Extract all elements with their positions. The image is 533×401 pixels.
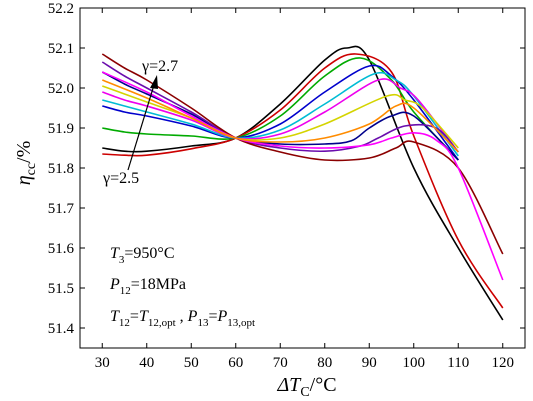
condition-value: , [176, 308, 188, 325]
series-line-6 [102, 78, 459, 153]
y-tick-label: 51.7 [48, 201, 75, 217]
series-line-7 [102, 85, 459, 149]
condition-subscript: 12 [119, 317, 130, 329]
annotation-gamma-high: γ=2.7 [141, 58, 178, 75]
x-tick-label: 60 [228, 355, 243, 371]
annotation-gamma-low: γ=2.5 [102, 170, 139, 187]
series-line-10 [101, 53, 504, 255]
gamma-annotation: γ=2.7 γ=2.5 [102, 58, 178, 187]
condition-symbol: P [216, 308, 227, 325]
condition-symbol: T [110, 245, 120, 262]
y-tick-label: 52.2 [48, 1, 74, 17]
series-line-2 [102, 53, 504, 309]
condition-subscript: 12,opt [148, 317, 176, 329]
condition-value: =950°C [124, 245, 174, 262]
axis-layer: 30 40 50 60 70 80 90 100 110 120 51.4 51.5 51.6 51.7 5… [48, 1, 525, 371]
x-axis-label-symbol: ΔT [276, 374, 302, 396]
y-tick-label: 51.4 [48, 321, 75, 337]
y-tick-label: 51.5 [48, 281, 74, 297]
condition-subscript: 13,opt [227, 317, 255, 329]
x-axis-label-subscript: C [300, 385, 309, 400]
condition-symbol: P [109, 276, 120, 293]
condition-value: = [208, 308, 217, 325]
x-tick-label: 30 [95, 355, 110, 371]
x-tick-label: 80 [317, 355, 332, 371]
x-tick-label: 70 [273, 355, 288, 371]
y-tick-label: 52.0 [48, 81, 74, 97]
plot-frame [79, 7, 526, 349]
y-tick-label: 51.8 [48, 161, 74, 177]
series-line-11 [101, 71, 504, 281]
x-tick-label: 40 [139, 355, 154, 371]
annotation-arrow-head [150, 75, 158, 89]
series-line-4 [102, 64, 459, 161]
x-tick-label: 50 [184, 355, 199, 371]
y-axis-label: ηcc/% [13, 141, 39, 186]
y-axis-label-subscript: cc [24, 163, 39, 175]
series-line-12 [101, 79, 459, 153]
y-tick-label: 51.9 [48, 121, 74, 137]
series-line-9 [101, 61, 459, 153]
x-tick-label: 120 [492, 355, 515, 371]
condition-value: =18MPa [131, 276, 186, 293]
x-axis-label: ΔTC/°C [276, 374, 336, 400]
annotation-arrow-shaft [127, 84, 155, 171]
condition-subscript: 13 [197, 317, 209, 329]
x-tick-label: 100 [403, 355, 426, 371]
condition-value: = [130, 308, 139, 325]
series-line-5 [102, 71, 459, 157]
condition-p12: P12=18MPa [109, 276, 186, 297]
x-axis-label-unit: /°C [310, 374, 337, 396]
condition-t3: T3=950°C [110, 245, 175, 266]
condition-symbol: T [110, 308, 120, 325]
series-line-1 [102, 45, 504, 321]
series-line-8 [101, 71, 459, 161]
y-axis-label-unit: /% [13, 141, 35, 163]
x-tick-label: 90 [362, 355, 377, 371]
condition-symbol: P [187, 308, 198, 325]
condition-subscript: 3 [119, 254, 125, 266]
y-tick-label: 52.1 [48, 41, 74, 57]
svg-text:ηcc/%: ηcc/% [13, 141, 39, 186]
condition-symbol: T [139, 308, 149, 325]
condition-t12: T12=T12,opt , P13=P13,opt [110, 308, 255, 329]
y-tick-label: 51.6 [48, 241, 75, 257]
x-tick-label: 110 [447, 355, 469, 371]
condition-subscript: 12 [120, 285, 131, 297]
y-axis-label-symbol: η [13, 175, 35, 185]
